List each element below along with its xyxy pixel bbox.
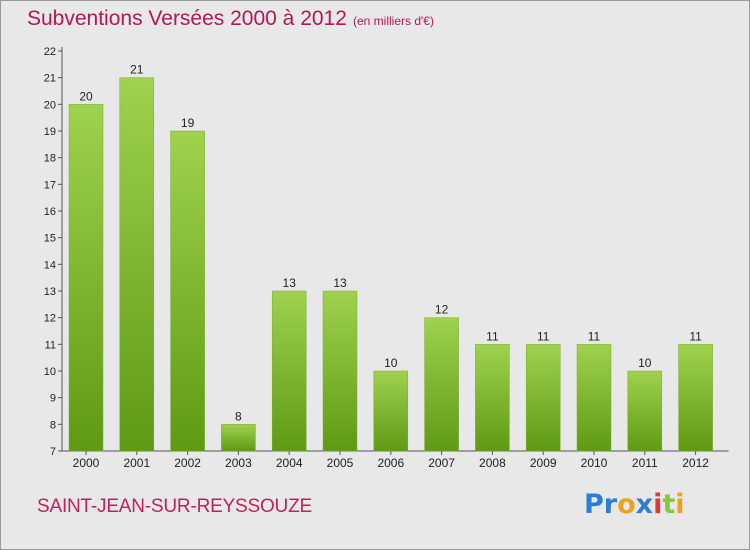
chart-subtitle: (en milliers d'€) [353, 14, 434, 28]
x-tick-label: 2002 [174, 456, 201, 470]
bar [221, 424, 256, 452]
y-tick-label: 15 [44, 233, 56, 245]
bar-value-label: 11 [689, 329, 702, 343]
y-tick-label: 7 [50, 446, 56, 458]
bar-value-label: 10 [638, 356, 652, 370]
bar [68, 104, 104, 452]
logo-part: x [635, 489, 654, 520]
bar [271, 290, 307, 452]
x-tick-label: 2011 [632, 456, 658, 470]
logo-part: o [617, 489, 636, 520]
y-tick-label: 22 [44, 46, 56, 58]
bar-value-label: 20 [79, 89, 93, 103]
x-tick-label: 2012 [682, 456, 709, 470]
bar-value-label: 21 [130, 63, 144, 77]
logo-part: Pr [584, 489, 618, 520]
x-tick-label: 2008 [479, 456, 506, 470]
x-tick-label: 2010 [581, 456, 608, 470]
bar [627, 370, 663, 452]
bar-value-label: 12 [435, 303, 449, 317]
bar-value-label: 13 [283, 276, 297, 290]
x-tick-label: 2004 [276, 456, 303, 470]
proxiti-logo: Proxiti [584, 489, 685, 520]
chart-title: Subventions Versées 2000 à 2012 [27, 7, 347, 30]
bar [373, 370, 409, 452]
bar [678, 344, 713, 452]
x-tick-label: 2006 [377, 456, 404, 470]
y-tick-label: 12 [44, 313, 56, 325]
bar-value-label: 10 [384, 356, 398, 370]
x-tick-label: 2001 [123, 456, 150, 470]
y-tick-label: 11 [45, 339, 56, 351]
y-tick-label: 17 [44, 179, 56, 191]
y-tick-label: 8 [50, 419, 56, 431]
bar [576, 344, 612, 452]
bar-value-label: 11 [537, 329, 550, 343]
logo-part: i [675, 489, 685, 520]
bar [170, 130, 205, 452]
chart-labels: 20 2000 21 2001 19 2002 8 2003 13 2004 13 2005 10 200… [73, 63, 710, 470]
y-tick-label: 18 [44, 153, 56, 165]
y-tick-label: 9 [50, 393, 56, 405]
x-tick-label: 2009 [530, 456, 557, 470]
y-tick-label: 13 [44, 286, 56, 298]
bar-value-label: 13 [333, 276, 347, 290]
x-tick-label: 2000 [73, 456, 100, 470]
y-tick-label: 16 [44, 206, 56, 218]
logo-part: i [653, 489, 663, 520]
x-tick-label: 2007 [428, 456, 455, 470]
y-tick-label: 21 [44, 73, 56, 85]
bar-value-label: 8 [235, 409, 242, 423]
x-tick-label: 2005 [327, 456, 354, 470]
bar [525, 344, 561, 452]
y-tick-label: 10 [44, 366, 56, 378]
y-tick-label: 20 [44, 99, 56, 111]
logo-part: t [662, 489, 676, 520]
bar [424, 317, 459, 452]
y-tick-label: 14 [44, 259, 56, 271]
bar-value-label: 11 [588, 329, 601, 343]
bar [322, 290, 358, 452]
x-tick-label: 2003 [225, 456, 252, 470]
bar [119, 77, 155, 452]
bar [475, 344, 510, 452]
y-tick-label: 19 [44, 126, 56, 138]
bar-value-label: 11 [486, 329, 499, 343]
bar-value-label: 19 [181, 116, 195, 130]
chart-bars [68, 77, 713, 452]
commune-name: SAINT-JEAN-SUR-REYSSOUZE [37, 496, 312, 517]
